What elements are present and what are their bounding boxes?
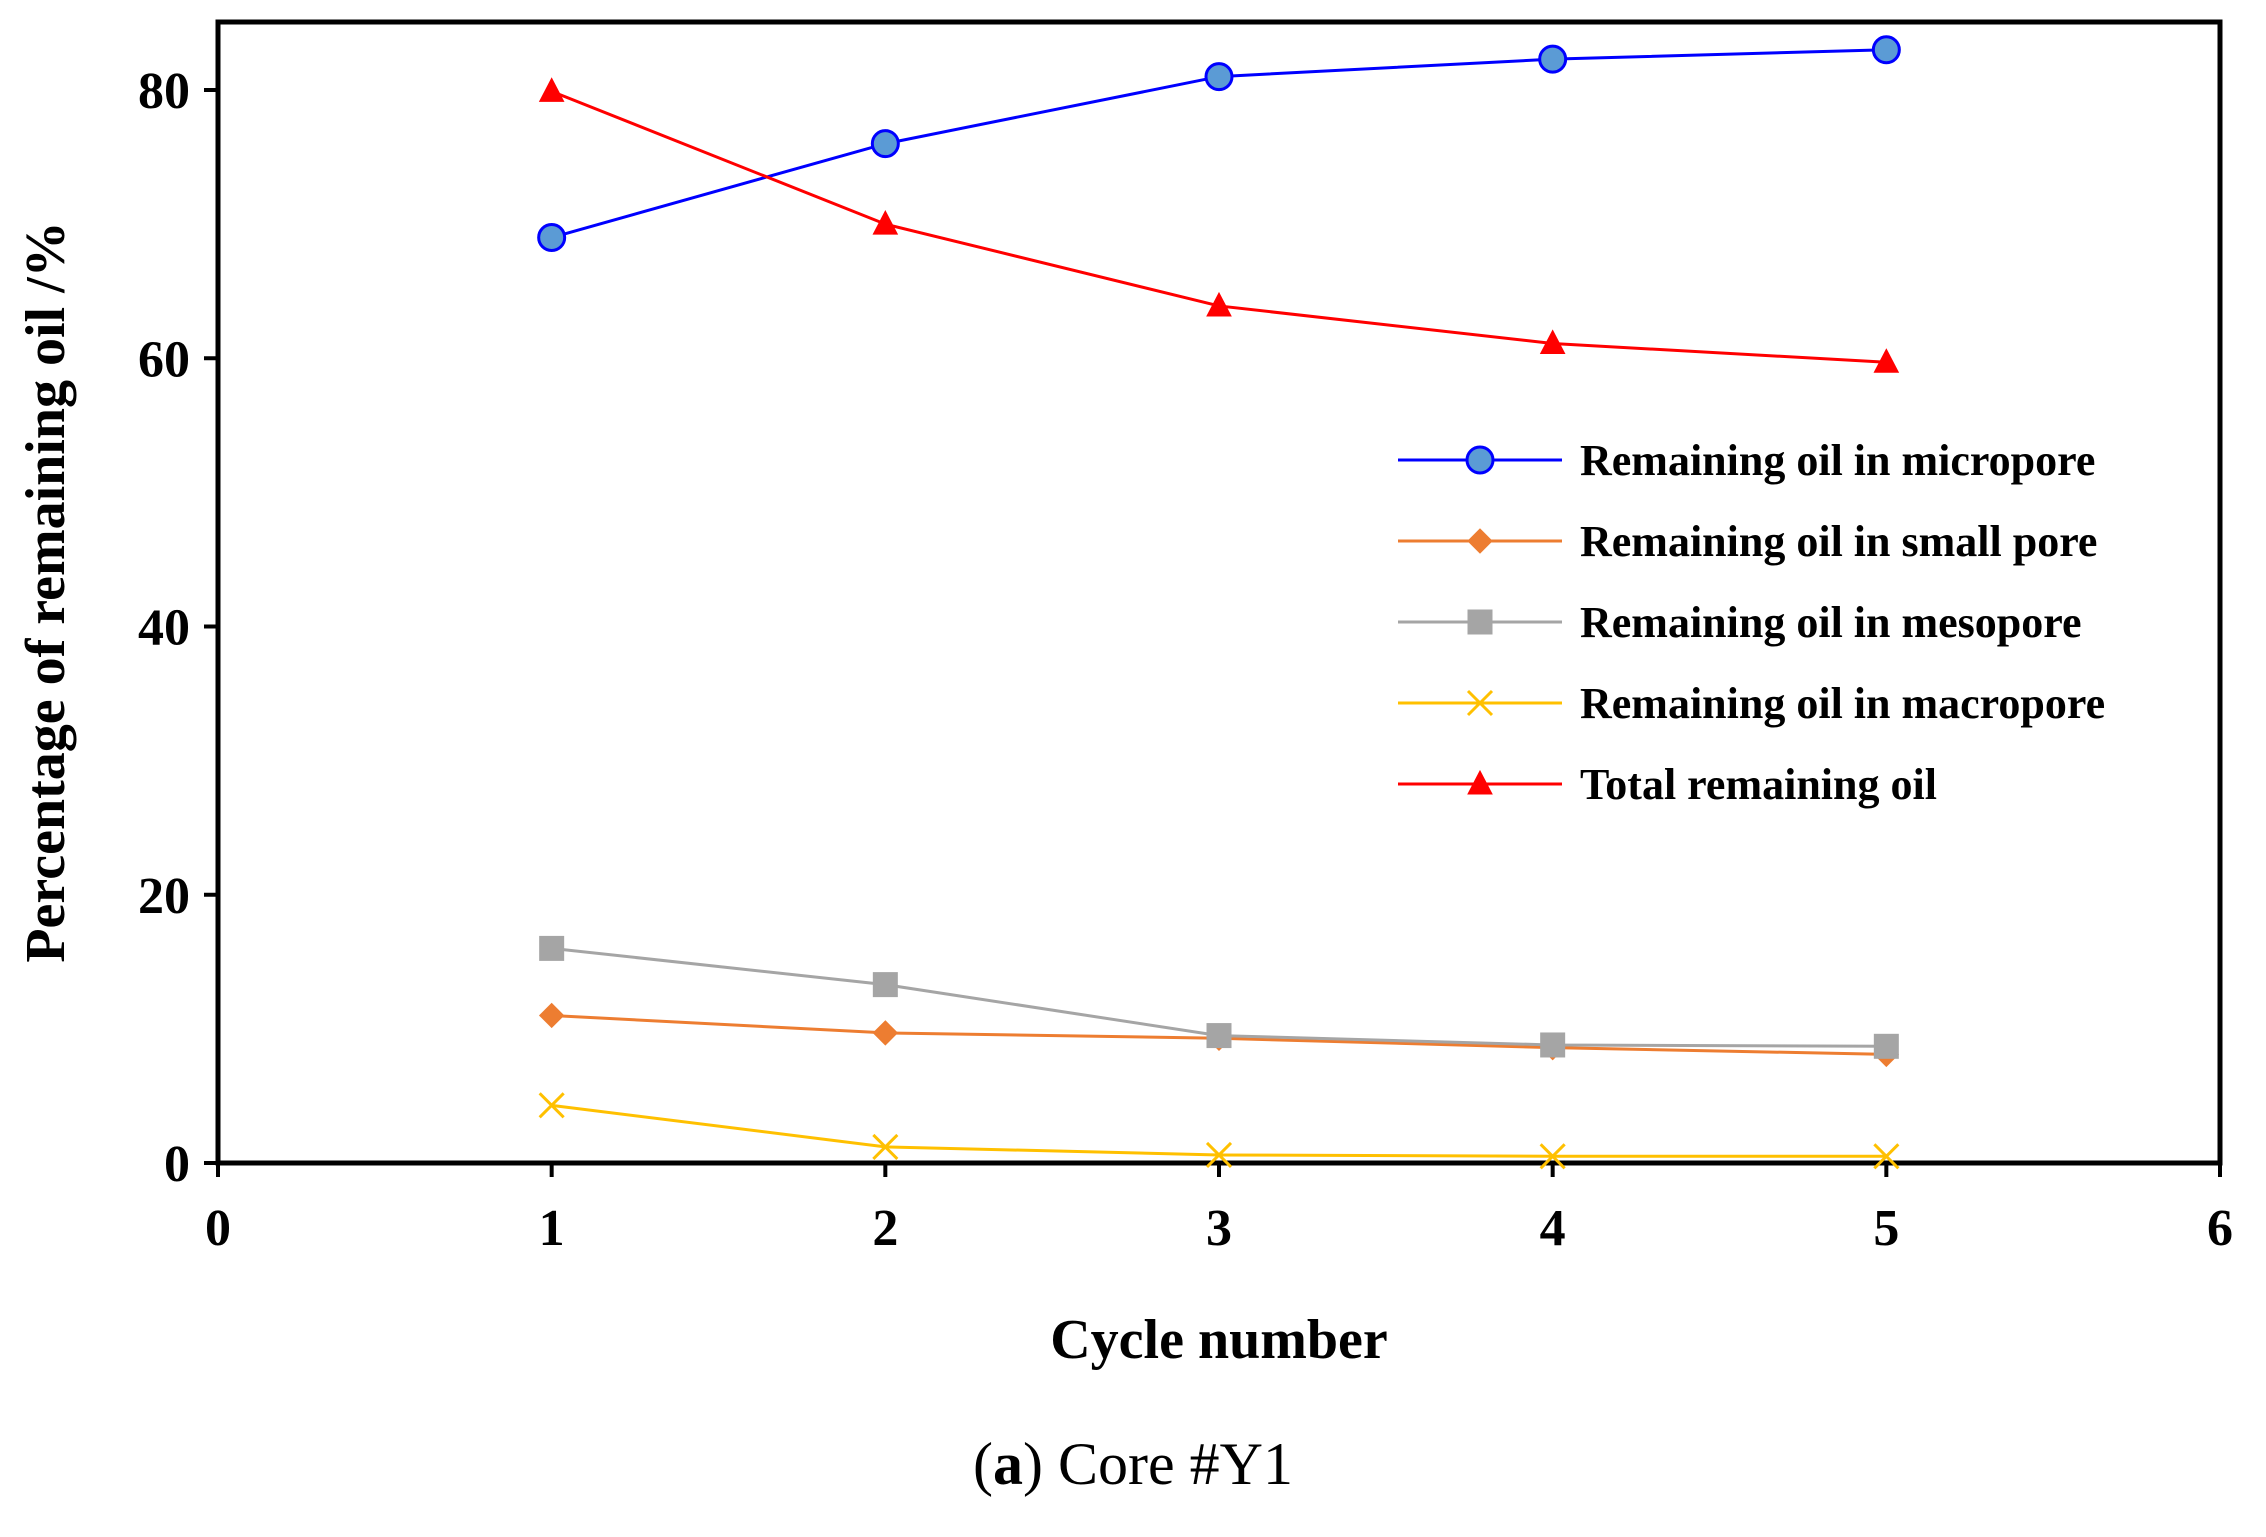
legend-label: Total remaining oil [1580,760,1937,809]
data-point [1871,35,1901,65]
legend-swatch-marker [1466,689,1494,717]
data-point [1206,291,1232,317]
legend-label: Remaining oil in macropore [1580,679,2105,728]
caption-open-paren: ( [973,1431,994,1497]
series-layer [537,35,1901,1170]
data-point-stroke-b [872,1133,899,1160]
data-point [1205,1141,1233,1169]
data-point [872,972,898,998]
legend-item-4: Remaining oil in macropore [1398,679,2105,728]
legend-swatch-marker-stroke-b [1466,689,1494,717]
x-tick-label: 3 [1206,1200,1232,1257]
series-4 [538,1092,1900,1170]
y-axis-title: Percentage of remaining oil /% [15,221,77,962]
x-tick-label: 4 [1540,1200,1566,1257]
x-tick-label: 0 [205,1200,231,1257]
legend: Remaining oil in micropore Remaining oil … [1398,436,2105,809]
x-tick-label: 1 [539,1200,565,1257]
legend-item-5: Total remaining oil [1398,760,1937,809]
x-tick-label: 6 [2207,1200,2233,1257]
y-tick-label: 60 [138,331,190,388]
y-tick-label: 0 [164,1136,190,1193]
x-tick-label: 5 [1873,1200,1899,1257]
data-point [872,1020,899,1046]
data-point [1873,1143,1900,1170]
data-point-stroke-b [1205,1141,1233,1169]
data-point [872,210,899,235]
data-point [537,223,567,253]
data-point [538,77,565,102]
caption-close-paren: ) [1023,1431,1043,1497]
data-point [1873,348,1900,373]
data-point [1539,329,1566,354]
legend-item-3: Remaining oil in mesopore [1398,598,2082,647]
data-point [872,1133,899,1160]
caption-letter: a [993,1431,1024,1497]
legend-label: Remaining oil in small pore [1580,517,2097,566]
data-point [539,935,565,961]
caption-text: Core #Y1 [1043,1431,1293,1497]
legend-item-2: Remaining oil in small pore [1398,517,2097,566]
series-3 [539,935,1899,1059]
data-point [870,129,900,159]
data-point [1539,1143,1566,1170]
legend-swatch-marker [1465,445,1495,475]
data-point-stroke-b [1539,1143,1566,1170]
data-point [1204,62,1234,92]
series-5 [538,77,1900,373]
legend-swatch-marker [1467,769,1493,795]
data-point [538,1002,565,1029]
data-point [1873,1033,1899,1059]
legend-swatch-marker [1467,528,1493,554]
data-point [1540,1032,1566,1058]
x-axis-title: Cycle number [1050,1309,1388,1371]
data-point [1538,44,1568,74]
data-point [538,1092,565,1119]
figure-caption: (a) Core #Y1 [0,1430,2266,1499]
series-1 [537,35,1901,253]
y-tick-label: 20 [138,868,190,925]
data-point-stroke-b [1873,1143,1900,1170]
legend-swatch-marker [1467,609,1493,635]
plot-area-frame [215,19,2223,1166]
x-tick-label: 2 [872,1200,898,1257]
y-tick-label: 80 [138,63,190,120]
legend-label: Remaining oil in mesopore [1580,598,2082,647]
data-point-stroke-b [538,1092,565,1119]
legend-label: Remaining oil in micropore [1580,436,2095,485]
y-tick-label: 40 [138,600,190,657]
legend-item-1: Remaining oil in micropore [1398,436,2095,485]
data-point [1206,1023,1232,1049]
